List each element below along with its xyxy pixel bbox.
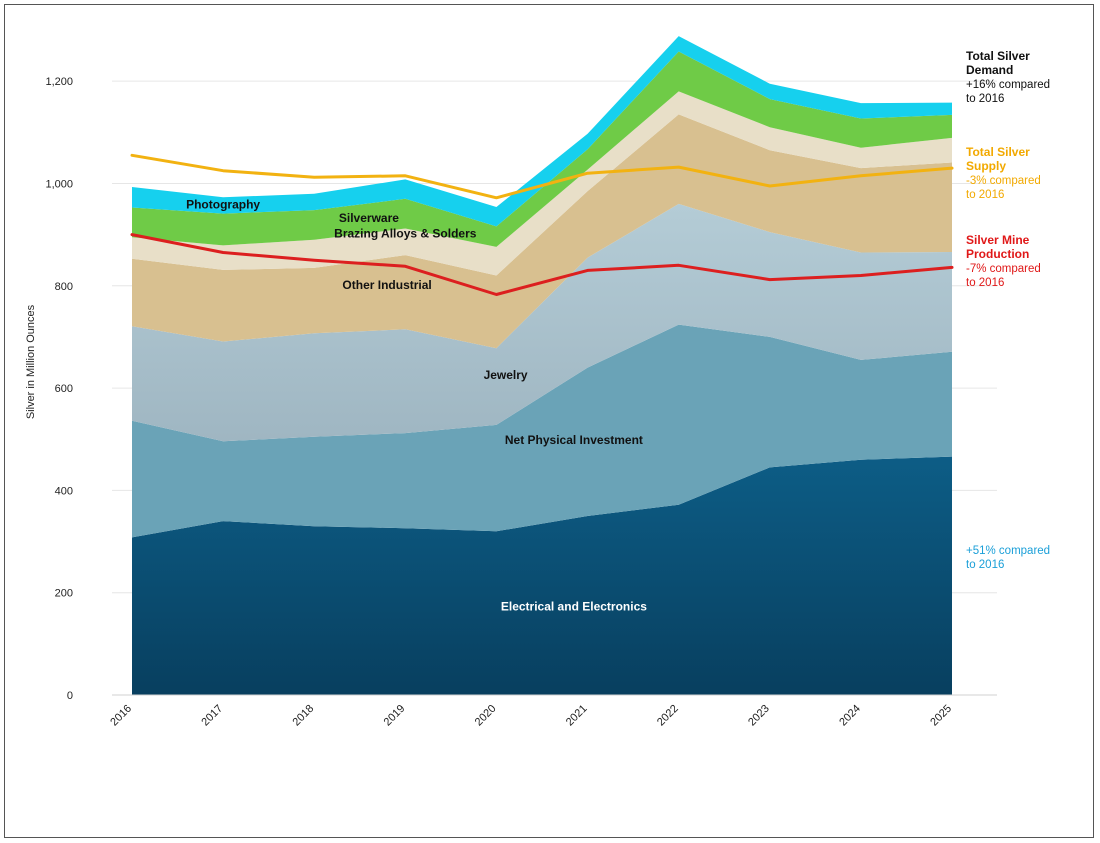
area-silverware [132, 51, 952, 247]
y-tick-label: 600 [55, 383, 73, 395]
label-other-industrial: Other Industrial [342, 278, 431, 292]
label-net-physical-investment: Net Physical Investment [505, 433, 643, 447]
x-tick-label: 2018 [291, 703, 317, 729]
annotation-text-line: +16% compared [966, 79, 1050, 91]
y-tick-label: 800 [55, 281, 73, 293]
x-tick-label: 2019 [382, 703, 408, 729]
x-tick-label: 2023 [746, 703, 772, 729]
x-tick-label: 2021 [564, 703, 590, 729]
annotation-4: +51% compared to 2016 [966, 545, 1050, 571]
area-net-physical-investment [132, 324, 952, 538]
series-labels: Electrical and Electronics Net Physical I… [186, 198, 647, 614]
area-jewelry [132, 203, 952, 442]
annotation-text-line: to 2016 [966, 93, 1004, 105]
y-tick-label: 0 [67, 690, 73, 702]
x-tick-label: 2016 [108, 703, 134, 729]
label-electrical-and-electronics: Electrical and Electronics [501, 600, 647, 614]
x-tick-label: 2017 [199, 703, 225, 729]
x-tick-label: 2020 [473, 703, 499, 729]
line-total-silver-supply [130, 153, 954, 200]
y-tick-label: 1,000 [45, 178, 73, 190]
area-brazing-alloys-and-solders [132, 91, 952, 276]
area-photography [132, 36, 952, 227]
annotation-text-line: -3% compared [966, 175, 1041, 187]
overlay-lines [130, 153, 954, 296]
annotation-text-line: to 2016 [966, 189, 1004, 201]
annotation-text-line: to 2016 [966, 277, 1004, 289]
label-photography: Photography [186, 198, 260, 212]
annotation-title-line: Production [966, 247, 1029, 261]
annotation-2: Total Silver Supply -3% compared to 2016 [966, 145, 1041, 201]
area-electrical-and-electronics [132, 456, 952, 695]
annotation-title-line: Demand [966, 63, 1013, 77]
annotation-title-line: Silver Mine [966, 233, 1030, 247]
x-tick-label: 2022 [655, 703, 681, 729]
line-silver-mine-production [130, 233, 954, 296]
y-tick-label: 200 [55, 588, 73, 600]
area-other-industrial [132, 114, 952, 349]
x-tick-label: 2024 [837, 703, 863, 729]
label-silverware: Silverware [339, 211, 399, 225]
label-jewelry: Jewelry [484, 368, 528, 382]
label-brazing-alloys-and-solders: Brazing Alloys & Solders [334, 226, 477, 240]
annotation-title-line: Supply [966, 159, 1006, 173]
annotation-title-line: Total Silver [966, 49, 1030, 63]
y-axis-title: Silver in Million Ounces [25, 304, 37, 419]
annotation-text-line: to 2016 [966, 559, 1004, 571]
y-tick-label: 1,200 [45, 76, 73, 88]
annotation-text-line: +51% compared [966, 545, 1050, 557]
annotation-title-line: Total Silver [966, 145, 1030, 159]
stacked-areas [132, 36, 952, 695]
annotation-text-line: -7% compared [966, 263, 1041, 275]
y-tick-label: 400 [55, 485, 73, 497]
x-tick-label: 2025 [928, 703, 954, 729]
